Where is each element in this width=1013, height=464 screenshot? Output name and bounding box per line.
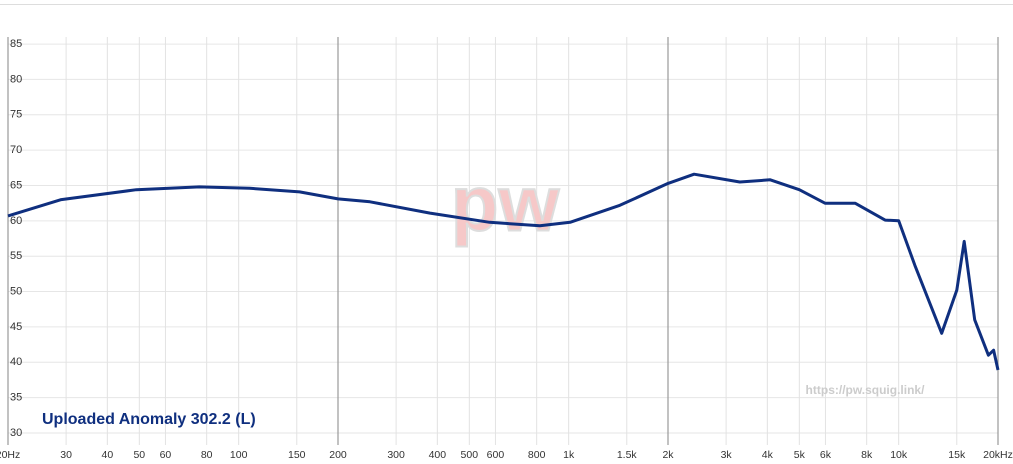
y-tick-label: 40 [10,356,22,368]
y-tick-label: 80 [10,73,22,85]
x-tick-label: 100 [230,449,248,461]
x-tick-label: 80 [201,449,213,461]
y-tick-label: 75 [10,109,22,121]
x-tick-label: 800 [528,449,546,461]
y-tick-label: 50 [10,285,22,297]
series-line [7,172,1000,371]
y-tick-label: 70 [10,144,22,156]
x-tick-label: 30 [60,449,72,461]
y-tick-label: 35 [10,392,22,404]
x-tick-label: 1.5k [617,449,638,461]
x-tick-label: 40 [101,449,113,461]
x-tick-label: 4k [762,449,774,461]
x-tick-label: 1k [563,449,575,461]
x-tick-label: 600 [487,449,505,461]
logo: pw [451,160,560,248]
x-tick-label: 3k [721,449,733,461]
grid [7,37,999,445]
y-tick-label: 45 [10,321,22,333]
y-tick-label: 30 [10,427,22,439]
watermark: https://pw.squig.link/ [806,383,926,397]
y-tick-label: 65 [10,179,22,191]
x-tick-label: 8k [861,449,873,461]
x-tick-label: 10k [890,449,908,461]
legend-label: Uploaded Anomaly 302.2 (L) [42,411,256,428]
x-tick-label: 15k [948,449,966,461]
y-tick-label: 60 [10,215,22,227]
x-tick-label: 60 [160,449,172,461]
x-tick-label: 2k [662,449,674,461]
x-tick-label: 20kHz [983,449,1013,461]
x-tick-label: 150 [288,449,306,461]
x-tick-label: 500 [461,449,479,461]
x-tick-label: 300 [387,449,405,461]
x-tick-label: 20Hz [0,449,20,461]
x-tick-label: 50 [133,449,145,461]
x-tick-label: 200 [329,449,347,461]
y-tick-label: 85 [10,38,22,50]
y-tick-label: 55 [10,250,22,262]
x-tick-label: 5k [794,449,806,461]
x-tick-label: 400 [429,449,447,461]
x-tick-label: 6k [820,449,832,461]
